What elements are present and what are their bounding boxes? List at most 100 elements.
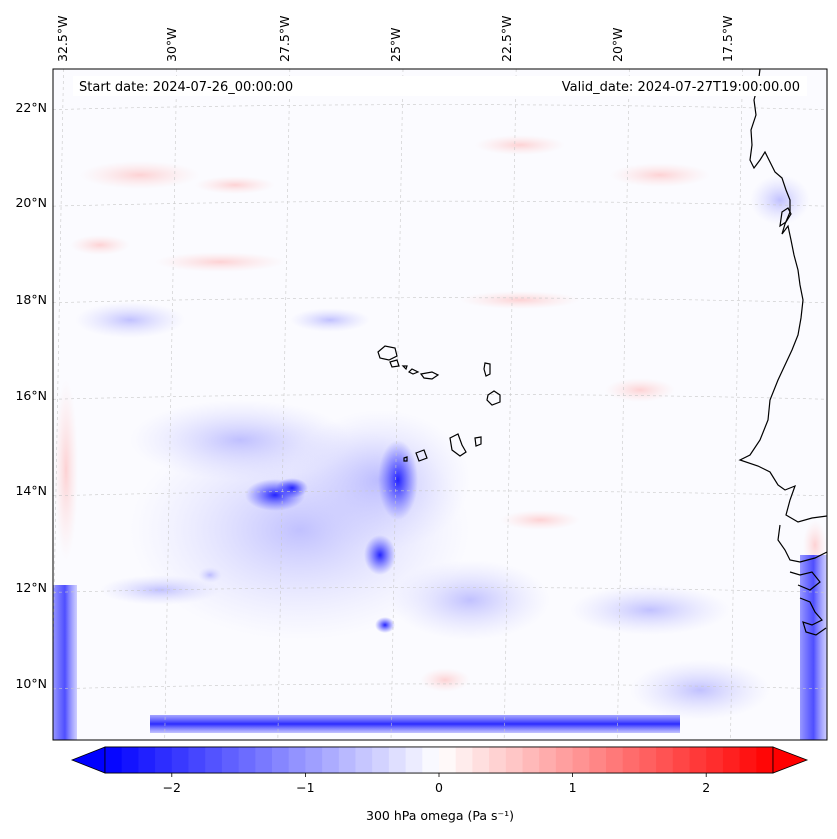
parallel-line xyxy=(53,200,827,207)
meridian-line xyxy=(503,69,517,740)
parallel-line xyxy=(53,490,827,497)
colorbar-step xyxy=(205,747,223,773)
coastline-africa-south xyxy=(777,524,827,636)
omega-field xyxy=(53,135,827,740)
coastline-inlet xyxy=(779,207,792,228)
island-santa-luzia xyxy=(401,365,408,371)
colorbar-step xyxy=(472,747,490,773)
field-edge-band-left xyxy=(53,585,77,740)
colorbar-step xyxy=(155,747,173,773)
lon-label: 17.5°W xyxy=(720,16,735,62)
meridian-line xyxy=(730,69,743,740)
meridian-line xyxy=(53,69,64,675)
colorbar-step xyxy=(322,747,340,773)
colorbar-extend-high xyxy=(772,746,809,774)
meridian-line xyxy=(164,69,177,740)
island-boa-vista xyxy=(486,390,501,406)
meridian-line xyxy=(390,69,404,740)
islands-cape-verde xyxy=(377,345,501,462)
lat-label: 20°N xyxy=(15,195,47,210)
longitude-ticks: 32.5°W 30°W 27.5°W 25°W 22.5°W 20°W 17.5… xyxy=(55,16,735,62)
colorbar-step xyxy=(689,747,707,773)
lon-label: 30°W xyxy=(164,27,179,62)
coastline-africa xyxy=(738,69,827,523)
field-negative-patch xyxy=(570,585,730,635)
parallel-line xyxy=(53,104,827,110)
lat-label: 16°N xyxy=(15,388,47,403)
island-sao-nicolau-east xyxy=(419,371,440,380)
field-negative-patch xyxy=(130,400,350,480)
colorbar-step xyxy=(255,747,273,773)
field-positive-patch xyxy=(80,161,200,189)
island-maio xyxy=(474,436,482,447)
colorbar-step xyxy=(706,747,724,773)
lat-label: 14°N xyxy=(15,483,47,498)
colorbar-step xyxy=(522,747,540,773)
field-strong-ascent xyxy=(276,478,308,498)
parallel-line xyxy=(53,587,827,593)
colorbar-step xyxy=(572,747,590,773)
colorbar-step xyxy=(405,747,423,773)
field-positive-patch xyxy=(54,380,78,560)
coastlines xyxy=(738,69,827,636)
colorbar-step xyxy=(756,747,774,773)
field-positive-patch xyxy=(155,252,285,272)
map-frame xyxy=(52,68,828,741)
colorbar-step xyxy=(739,747,757,773)
colorbar-step xyxy=(539,747,557,773)
field-positive-patch xyxy=(605,378,675,402)
field-edge-band-right xyxy=(800,555,827,740)
colorbar-step xyxy=(639,747,657,773)
colorbar-step xyxy=(272,747,290,773)
colorbar-step xyxy=(171,747,189,773)
valid-date-label: Valid_date: 2024-07-27T19:00:00.00 xyxy=(562,80,800,95)
field-positive-patch xyxy=(460,291,580,309)
colorbar-ticks: −2 −1 0 1 2 xyxy=(163,773,710,795)
start-date-label: Start date: 2024-07-26_00:00:00 xyxy=(79,80,293,95)
colorbar-step xyxy=(589,747,607,773)
lon-label: 32.5°W xyxy=(55,16,70,62)
meridian-line xyxy=(277,69,291,740)
header-background xyxy=(73,76,807,96)
lat-label: 18°N xyxy=(15,292,47,307)
field-positive-patch xyxy=(610,163,710,187)
colorbar-step xyxy=(121,747,139,773)
colorbar-tick-label: 1 xyxy=(569,780,577,795)
colorbar-step xyxy=(672,747,690,773)
colorbar-step xyxy=(355,747,373,773)
field-positive-patch xyxy=(475,135,565,155)
field-negative-patch xyxy=(630,660,770,720)
colorbar-step xyxy=(439,747,457,773)
map-panel: Start date: 2024-07-26_00:00:00 Valid_da… xyxy=(52,68,828,741)
colorbar-tick-label: −2 xyxy=(163,780,181,795)
colorbar-extend-low xyxy=(70,746,106,774)
field-negative-patch xyxy=(750,175,810,225)
colorbar-step xyxy=(305,747,323,773)
colorbar-step xyxy=(105,747,123,773)
colorbar-step xyxy=(338,747,356,773)
lon-label: 22.5°W xyxy=(499,16,514,62)
colorbar-step xyxy=(555,747,574,773)
colorbar-step xyxy=(489,747,507,773)
field-edge-band-bottom xyxy=(150,715,680,733)
field-negative-patch xyxy=(390,560,550,640)
graticule xyxy=(53,69,827,740)
island-santo-antao xyxy=(377,345,398,361)
island-brava xyxy=(403,456,408,462)
colorbar-step xyxy=(656,747,674,773)
colorbar-step xyxy=(221,747,240,773)
colorbar: −2 −1 0 1 2 300 hPa omega (Pa s⁻¹) xyxy=(70,746,809,823)
colorbar-step xyxy=(238,747,256,773)
lat-label: 10°N xyxy=(15,676,47,691)
colorbar-steps xyxy=(104,746,774,774)
colorbar-step xyxy=(288,747,306,773)
colorbar-tick-label: −1 xyxy=(296,780,314,795)
colorbar-step xyxy=(606,747,624,773)
lon-label: 27.5°W xyxy=(277,16,292,62)
island-sal xyxy=(483,362,491,377)
island-sao-vicente xyxy=(389,359,400,368)
field-negative-patch xyxy=(75,302,185,338)
parallel-line xyxy=(53,393,827,400)
colorbar-tick-label: 0 xyxy=(435,780,443,795)
field-strong-ascent xyxy=(375,617,395,633)
